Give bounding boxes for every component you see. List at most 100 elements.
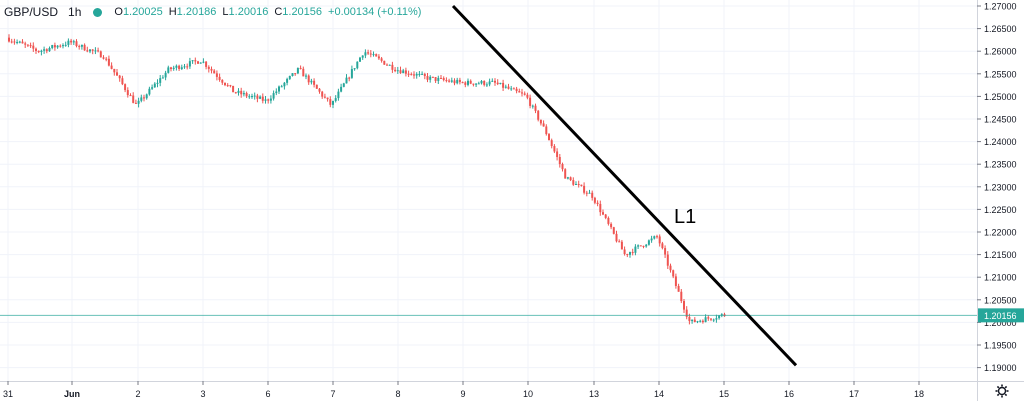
price-tick-label: 1.23500 (984, 160, 1017, 170)
candle-body (359, 57, 361, 62)
candle-body (310, 80, 313, 83)
candle-body (569, 177, 572, 181)
candle-body (234, 92, 237, 94)
candle-body (259, 96, 262, 99)
candle-body (318, 88, 321, 92)
price-tick-label: 1.21500 (984, 250, 1017, 260)
candle-body (205, 61, 208, 67)
gear-tooth (996, 393, 1000, 397)
price-tick-label: 1.27000 (984, 2, 1017, 12)
candle-body (105, 58, 108, 60)
candle-body (161, 77, 164, 79)
timeframe[interactable]: 1h (68, 5, 82, 19)
candle-body (296, 67, 299, 74)
candle-body (140, 97, 143, 101)
candle-body (691, 319, 694, 322)
candle-body (242, 93, 245, 95)
candle-body (153, 83, 156, 88)
time-tick-label: 3 (200, 389, 205, 399)
candle-body (326, 97, 329, 100)
candle-body (56, 45, 59, 48)
candle-body (672, 270, 675, 277)
time-tick-label: 15 (719, 389, 729, 399)
candle-body (539, 119, 542, 124)
candle-body (342, 83, 345, 87)
candle-body (415, 73, 418, 76)
trendline-group[interactable]: L1 (451, 4, 798, 367)
candle-body (251, 96, 253, 98)
candle-body (372, 54, 375, 56)
candles (8, 34, 726, 325)
time-tick-label: 17 (849, 389, 859, 399)
candle-body (332, 100, 334, 105)
candle-body (353, 68, 356, 70)
candle-body (429, 76, 432, 80)
candle-body (404, 70, 407, 74)
candle-body (361, 55, 364, 58)
candle-body (418, 73, 421, 75)
candle-body (431, 76, 434, 78)
candle-body (602, 212, 604, 215)
last-price-tag-bg (978, 308, 1024, 323)
candle-body (21, 41, 24, 44)
candle-body (97, 50, 100, 52)
candle-body (191, 60, 194, 62)
candle-body (186, 66, 189, 68)
trendline-l1[interactable] (451, 4, 798, 367)
candle-body (620, 241, 623, 250)
trendline-label: L1 (674, 206, 696, 228)
symbol-legend: GBP/USD 1h O1.20025 H1.20186 L1.20016 C1… (4, 3, 421, 21)
candle-body (440, 77, 442, 79)
candle-body (275, 91, 278, 94)
candle-body (107, 58, 110, 66)
candle-body (170, 67, 172, 69)
price-tick-label: 1.24000 (984, 137, 1017, 147)
candle-body (458, 79, 461, 83)
candle-body (340, 86, 343, 92)
price-tick-label: 1.20000 (984, 318, 1017, 328)
candle-body (121, 78, 124, 85)
candle-body (99, 51, 102, 58)
candle-body (156, 82, 159, 84)
candle-body (307, 75, 310, 83)
candle-body (502, 82, 505, 88)
open-value: 1.20025 (122, 6, 163, 18)
market-status-icon (93, 7, 103, 17)
symbol-name[interactable]: GBP/USD (4, 5, 59, 19)
candle-body (515, 88, 518, 92)
candle-body (302, 68, 305, 77)
candle-body (197, 61, 199, 64)
candle-body (70, 40, 73, 43)
last-price-tag-text: 1.20156 (984, 311, 1017, 321)
candle-body (78, 46, 81, 48)
candle-body (37, 50, 40, 52)
gear-icon[interactable] (995, 384, 1009, 398)
price-tick-label: 1.25500 (984, 69, 1017, 79)
candle-body (704, 317, 707, 323)
candle-body (604, 214, 607, 218)
candle-body (369, 53, 372, 55)
candle-body (24, 43, 27, 45)
candle-body (475, 83, 478, 85)
candle-body (550, 140, 553, 147)
candle-body (456, 79, 459, 84)
candle-body (413, 74, 415, 76)
candle-body (391, 64, 394, 70)
candle-body (564, 169, 567, 179)
candle-body (588, 192, 591, 194)
close-value: 1.20156 (282, 6, 323, 18)
candle-body (248, 96, 251, 98)
candle-body (175, 65, 178, 68)
candle-body (634, 246, 637, 253)
candle-body (423, 73, 426, 77)
candle-body (688, 316, 691, 322)
candle-body (639, 245, 642, 247)
time-axis[interactable]: 31 Jun 2 3 6 7 8 9 10 13 14 15 16 17 18 (3, 381, 924, 399)
candle-body (305, 75, 307, 77)
price-axis[interactable]: 1.19000 1.19500 1.20000 1.20500 1.21000 1.215… (977, 2, 1017, 374)
candle-body (553, 146, 556, 152)
candle-body (396, 70, 399, 72)
candle-body (183, 66, 186, 68)
candle-body (32, 45, 35, 49)
